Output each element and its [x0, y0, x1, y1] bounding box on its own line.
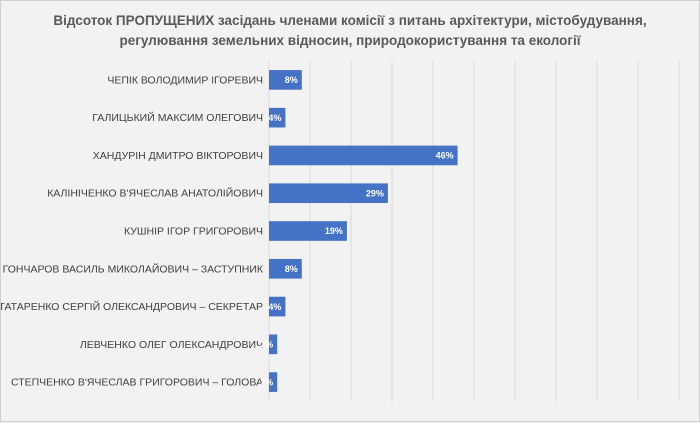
- data-label: 2%: [260, 377, 273, 387]
- data-label: 8%: [285, 75, 298, 85]
- bar: [269, 221, 347, 241]
- category-label: ГОНЧАРОВ ВАСИЛЬ МИКОЛАЙОВИЧ – ЗАСТУПНИК: [3, 262, 264, 275]
- bar: [269, 183, 388, 204]
- chart-title: Відсоток ПРОПУЩЕНИХ засідань членами ком…: [21, 11, 679, 51]
- bar: [269, 296, 286, 317]
- chart-title-line-2: регулювання земельних відносин, природок…: [119, 33, 581, 48]
- bar: [269, 145, 458, 166]
- data-label: 4%: [268, 113, 281, 123]
- category-label: ГАЛИЦЬКИЙ МАКСИМ ОЛЕГОВИЧ: [92, 111, 263, 124]
- data-label: 29%: [366, 188, 384, 198]
- bar: [269, 334, 278, 355]
- chart-title-line-1: Відсоток ПРОПУЩЕНИХ засідань членами ком…: [53, 13, 647, 28]
- bar: [269, 372, 278, 392]
- category-label: ХАНДУРІН ДМИТРО ВІКТОРОВИЧ: [93, 150, 263, 162]
- data-label: 8%: [285, 264, 298, 274]
- bar: [269, 107, 286, 128]
- bar: [269, 70, 302, 90]
- category-label: КАЛІНІЧЕНКО В'ЯЧЕСЛАВ АНАТОЛІЙОВИЧ: [47, 187, 263, 200]
- category-label: СТЕПЧЕНКО В'ЯЧЕСЛАВ ГРИГОРОВИЧ – ГОЛОВА: [11, 377, 263, 389]
- category-label: ЛЕВЧЕНКО ОЛЕГ ОЛЕКСАНДРОВИЧ: [80, 339, 263, 351]
- data-label: 2%: [260, 340, 273, 350]
- data-label: 19%: [325, 226, 343, 236]
- bar: [269, 258, 302, 279]
- category-label: ТАТАРЕНКО СЕРГІЙ ОЛЕКСАНДРОВИЧ – СЕКРЕТА…: [1, 300, 263, 313]
- category-label: ЧЕПІК ВОЛОДИМИР ІГОРЕВИЧ: [107, 74, 263, 86]
- data-label: 4%: [268, 302, 281, 312]
- data-label: 46%: [436, 151, 454, 161]
- category-label: КУШНІР ІГОР ГРИГОРОВИЧ: [124, 226, 263, 238]
